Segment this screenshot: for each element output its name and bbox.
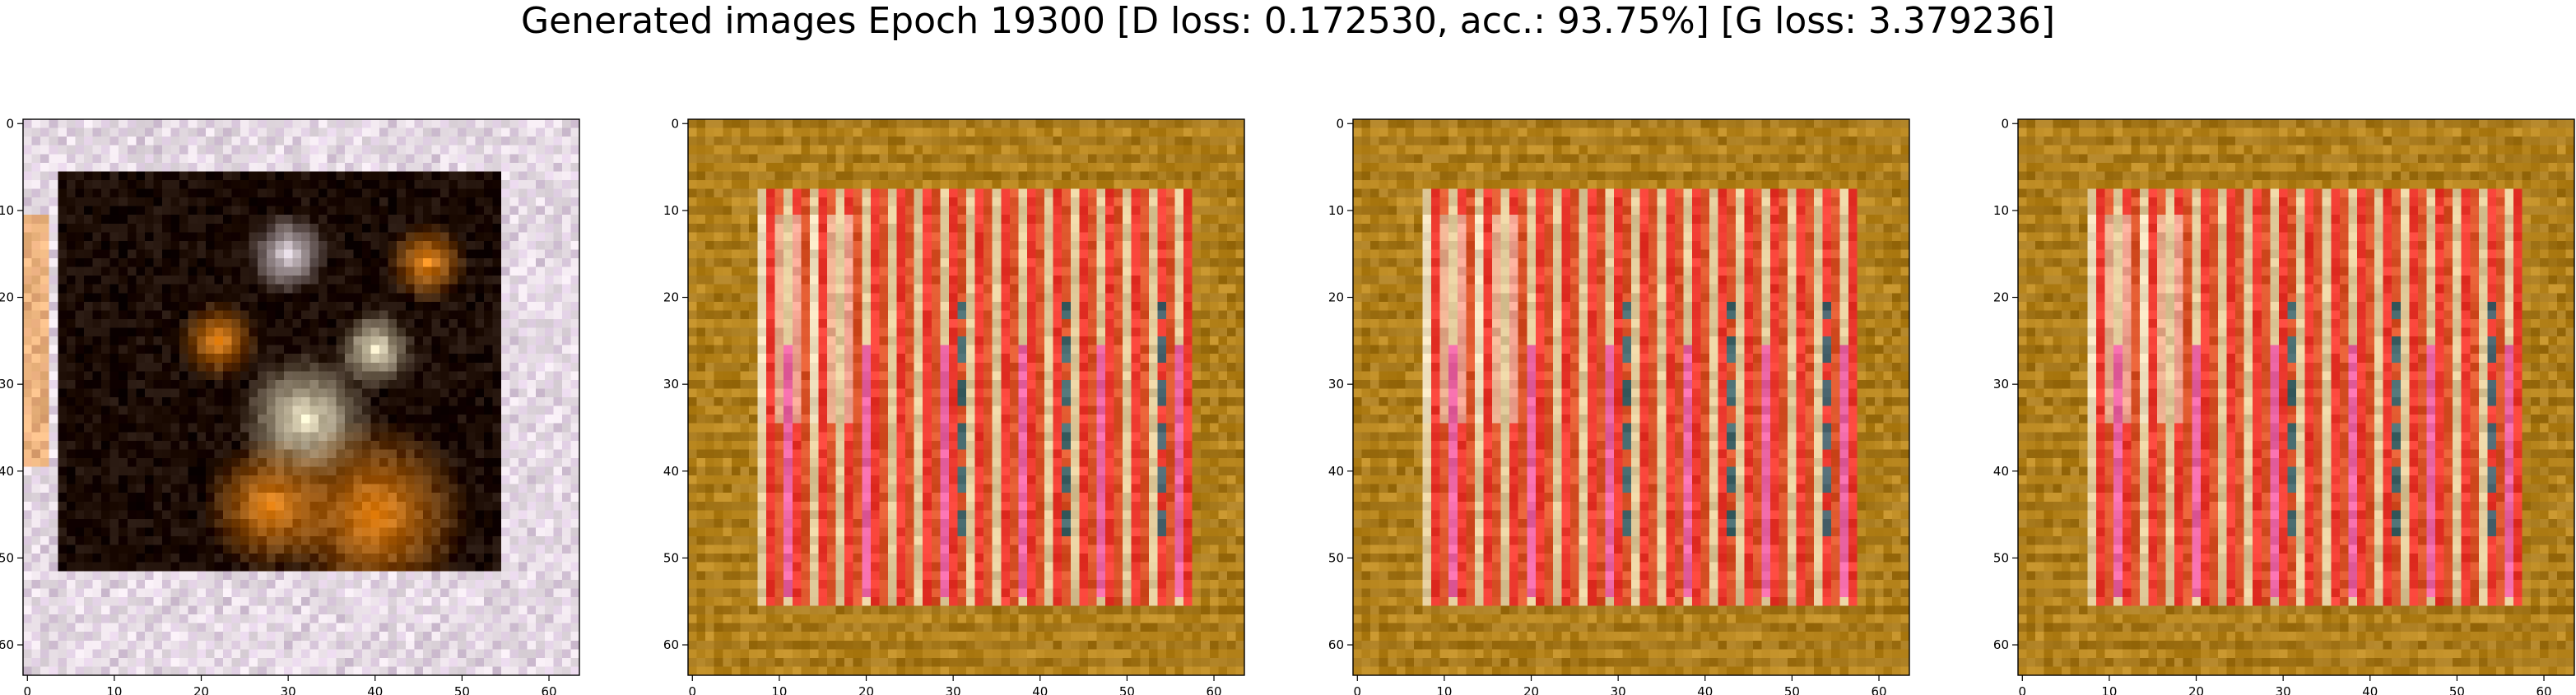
y-tick-label: 40: [0, 464, 14, 479]
generated-image: [23, 119, 579, 675]
x-tick-label: 10: [771, 684, 787, 695]
generated-image: [688, 119, 1244, 675]
y-tick-label: 0: [6, 116, 14, 131]
subplot-3: 0 10 20 30 40 50 60 0 10 20 30 40 50 60: [1328, 116, 1910, 695]
x-tick-label: 40: [1032, 684, 1048, 695]
y-tick-label: 60: [663, 637, 679, 652]
y-tick-label: 40: [1993, 464, 2009, 479]
y-tick-label: 0: [2001, 116, 2009, 131]
subplot-1: 0 10 20 30 40 50 60 0 10 20 30 40 50 60: [0, 116, 580, 695]
y-tick-label: 0: [671, 116, 679, 131]
y-tick-label: 30: [1328, 377, 1344, 392]
subplot-2: 0 10 20 30 40 50 60 0 10 20 30 40 50 60: [663, 116, 1245, 695]
x-tick-label: 60: [541, 684, 556, 695]
x-tick-label: 0: [1354, 684, 1362, 695]
x-tick-label: 20: [1523, 684, 1539, 695]
axes-frame: [1352, 118, 1910, 676]
x-tick-label: 40: [367, 684, 383, 695]
x-tick-label: 0: [689, 684, 697, 695]
y-tick-label: 10: [1328, 203, 1344, 218]
y-tick-label: 10: [663, 203, 679, 218]
x-tick-label: 20: [2188, 684, 2204, 695]
x-tick-label: 10: [2101, 684, 2117, 695]
x-tick-label: 0: [24, 684, 32, 695]
y-tick-label: 20: [663, 290, 679, 305]
axes-frame: [687, 118, 1245, 676]
y-tick-label: 40: [1328, 464, 1344, 479]
x-tick-label: 20: [193, 684, 209, 695]
x-tick-label: 10: [1436, 684, 1452, 695]
y-tick-label: 50: [1328, 550, 1344, 565]
x-tick-label: 60: [1871, 684, 1886, 695]
generated-image: [2018, 119, 2574, 675]
axes-frame: [2017, 118, 2575, 676]
x-tick-label: 30: [281, 684, 296, 695]
y-tick-label: 10: [1993, 203, 2009, 218]
x-tick-label: 50: [1784, 684, 1800, 695]
x-tick-label: 50: [1119, 684, 1135, 695]
subplot-4: 0 10 20 30 40 50 60 0 10 20 30 40 50 60: [1993, 116, 2575, 695]
x-tick-label: 60: [2536, 684, 2551, 695]
y-tick-label: 30: [0, 377, 14, 392]
x-tick-label: 50: [454, 684, 470, 695]
x-tick-label: 50: [2449, 684, 2465, 695]
x-tick-label: 60: [1206, 684, 1221, 695]
y-tick-label: 20: [0, 290, 14, 305]
y-tick-label: 50: [663, 550, 679, 565]
x-tick-label: 30: [946, 684, 961, 695]
x-tick-label: 40: [2362, 684, 2378, 695]
x-tick-label: 30: [2276, 684, 2291, 695]
y-tick-label: 50: [1993, 550, 2009, 565]
y-tick-label: 0: [1336, 116, 1344, 131]
x-tick-label: 30: [1611, 684, 1626, 695]
y-tick-label: 20: [1993, 290, 2009, 305]
y-tick-label: 40: [663, 464, 679, 479]
y-tick-label: 60: [1328, 637, 1344, 652]
y-tick-label: 30: [663, 377, 679, 392]
y-tick-label: 20: [1328, 290, 1344, 305]
x-tick-label: 10: [106, 684, 122, 695]
x-tick-label: 40: [1697, 684, 1713, 695]
x-tick-label: 0: [2019, 684, 2027, 695]
generated-image: [1353, 119, 1909, 675]
y-tick-label: 30: [1993, 377, 2009, 392]
x-tick-label: 20: [858, 684, 874, 695]
y-tick-label: 10: [0, 203, 14, 218]
y-tick-label: 60: [1993, 637, 2009, 652]
figure-title: Generated images Epoch 19300 [D loss: 0.…: [520, 0, 2056, 42]
y-tick-label: 50: [0, 550, 14, 565]
y-tick-label: 60: [0, 637, 14, 652]
axes-frame: [22, 118, 580, 676]
